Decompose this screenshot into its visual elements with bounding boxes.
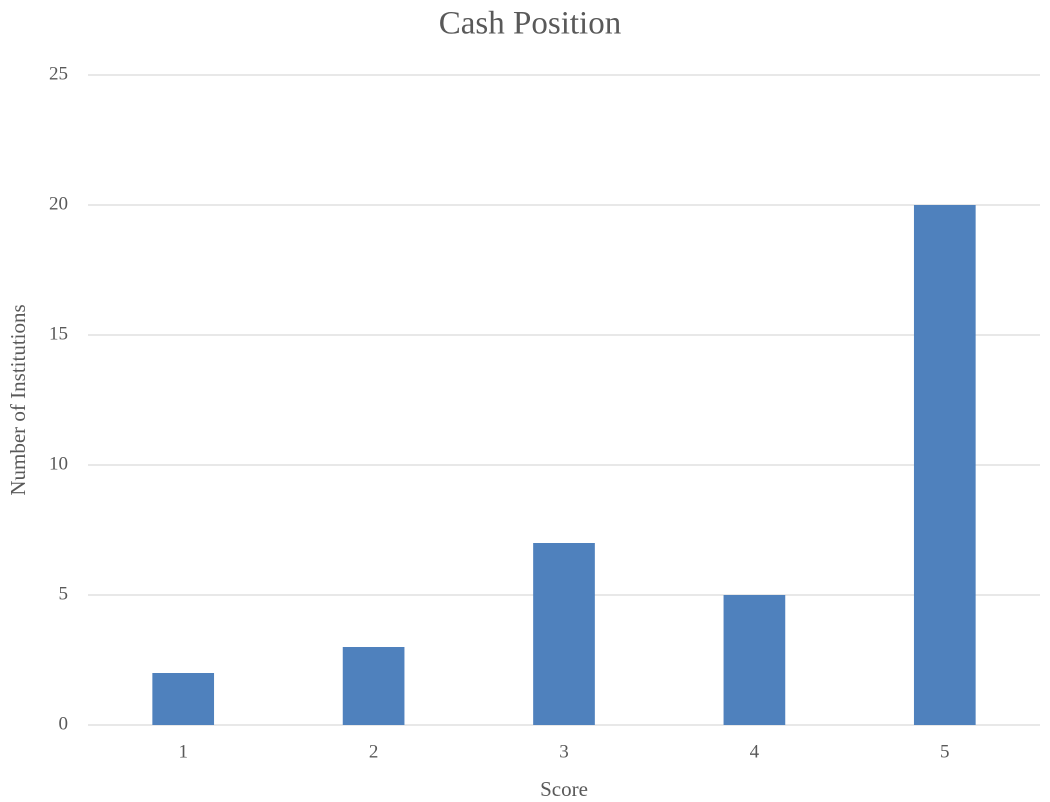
y-tick-label: 5 (59, 583, 69, 604)
x-tick-label: 1 (178, 741, 188, 762)
y-tick-label: 15 (49, 323, 68, 344)
y-tick-label: 20 (49, 193, 68, 214)
bar (913, 205, 976, 725)
y-tick-label: 0 (59, 713, 69, 734)
chart-title: Cash Position (439, 6, 621, 42)
bar (723, 595, 786, 725)
bar (342, 647, 405, 725)
bar (152, 673, 215, 725)
x-tick-label: 2 (369, 741, 379, 762)
x-axis-title: Score (540, 777, 588, 801)
y-axis-title: Number of Institutions (6, 304, 30, 495)
y-tick-label: 25 (49, 63, 68, 84)
bar (533, 543, 595, 725)
x-tick-label: 3 (559, 741, 569, 762)
y-tick-label: 10 (49, 453, 68, 474)
x-tick-label: 4 (750, 741, 760, 762)
x-tick-label: 5 (940, 741, 950, 762)
